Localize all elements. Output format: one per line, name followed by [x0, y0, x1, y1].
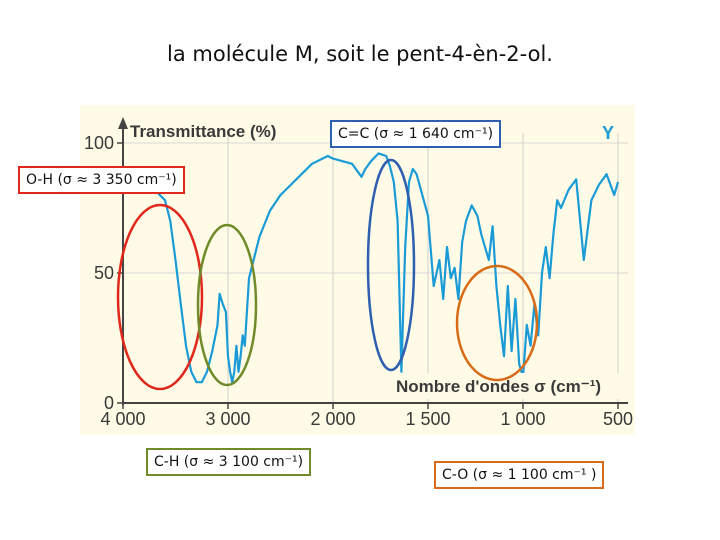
series-label: Y	[602, 123, 614, 143]
x-tick-label: 1 500	[405, 409, 450, 429]
oh-band-highlight	[116, 203, 204, 391]
slide-title: la molécule M, soit le pent-4-èn-2-ol.	[167, 42, 553, 66]
y-tick-label: 50	[94, 263, 114, 283]
oh-band-label: O-H (σ ≈ 3 350 cm⁻¹)	[18, 166, 185, 194]
cc-band-highlight	[366, 158, 416, 372]
x-tick-label: 1 000	[500, 409, 545, 429]
ir-spectrum-chart: 4 000 3 000 2 000 1 500 1 000 500 0 50 100 Trans…	[80, 105, 635, 435]
grid-layer	[122, 133, 628, 403]
co-band-label: C-O (σ ≈ 1 100 cm⁻¹ )	[434, 461, 605, 489]
x-tick-label: 500	[603, 409, 633, 429]
x-tick-label: 4 000	[100, 409, 145, 429]
y-axis-arrow	[118, 117, 128, 129]
spectrum-svg: 4 000 3 000 2 000 1 500 1 000 500 0 50 100 Trans…	[84, 117, 633, 429]
co-band-highlight	[455, 264, 539, 382]
y-tick-label: 100	[84, 133, 114, 153]
x-tick-label: 3 000	[205, 409, 250, 429]
x-tick-label: 2 000	[310, 409, 355, 429]
ch-band-highlight	[196, 223, 258, 387]
y-tick-label: 0	[104, 393, 114, 413]
cc-band-label: C=C (σ ≈ 1 640 cm⁻¹)	[330, 120, 502, 148]
y-axis-label: Transmittance (%)	[130, 122, 276, 141]
spectrum-line	[122, 152, 620, 384]
ticks-layer: 4 000 3 000 2 000 1 500 1 000 500 0 50 100	[84, 133, 633, 429]
ch-band-label: C-H (σ ≈ 3 100 cm⁻¹)	[146, 448, 312, 476]
x-axis-label: Nombre d'ondes σ (cm⁻¹)	[396, 377, 601, 396]
